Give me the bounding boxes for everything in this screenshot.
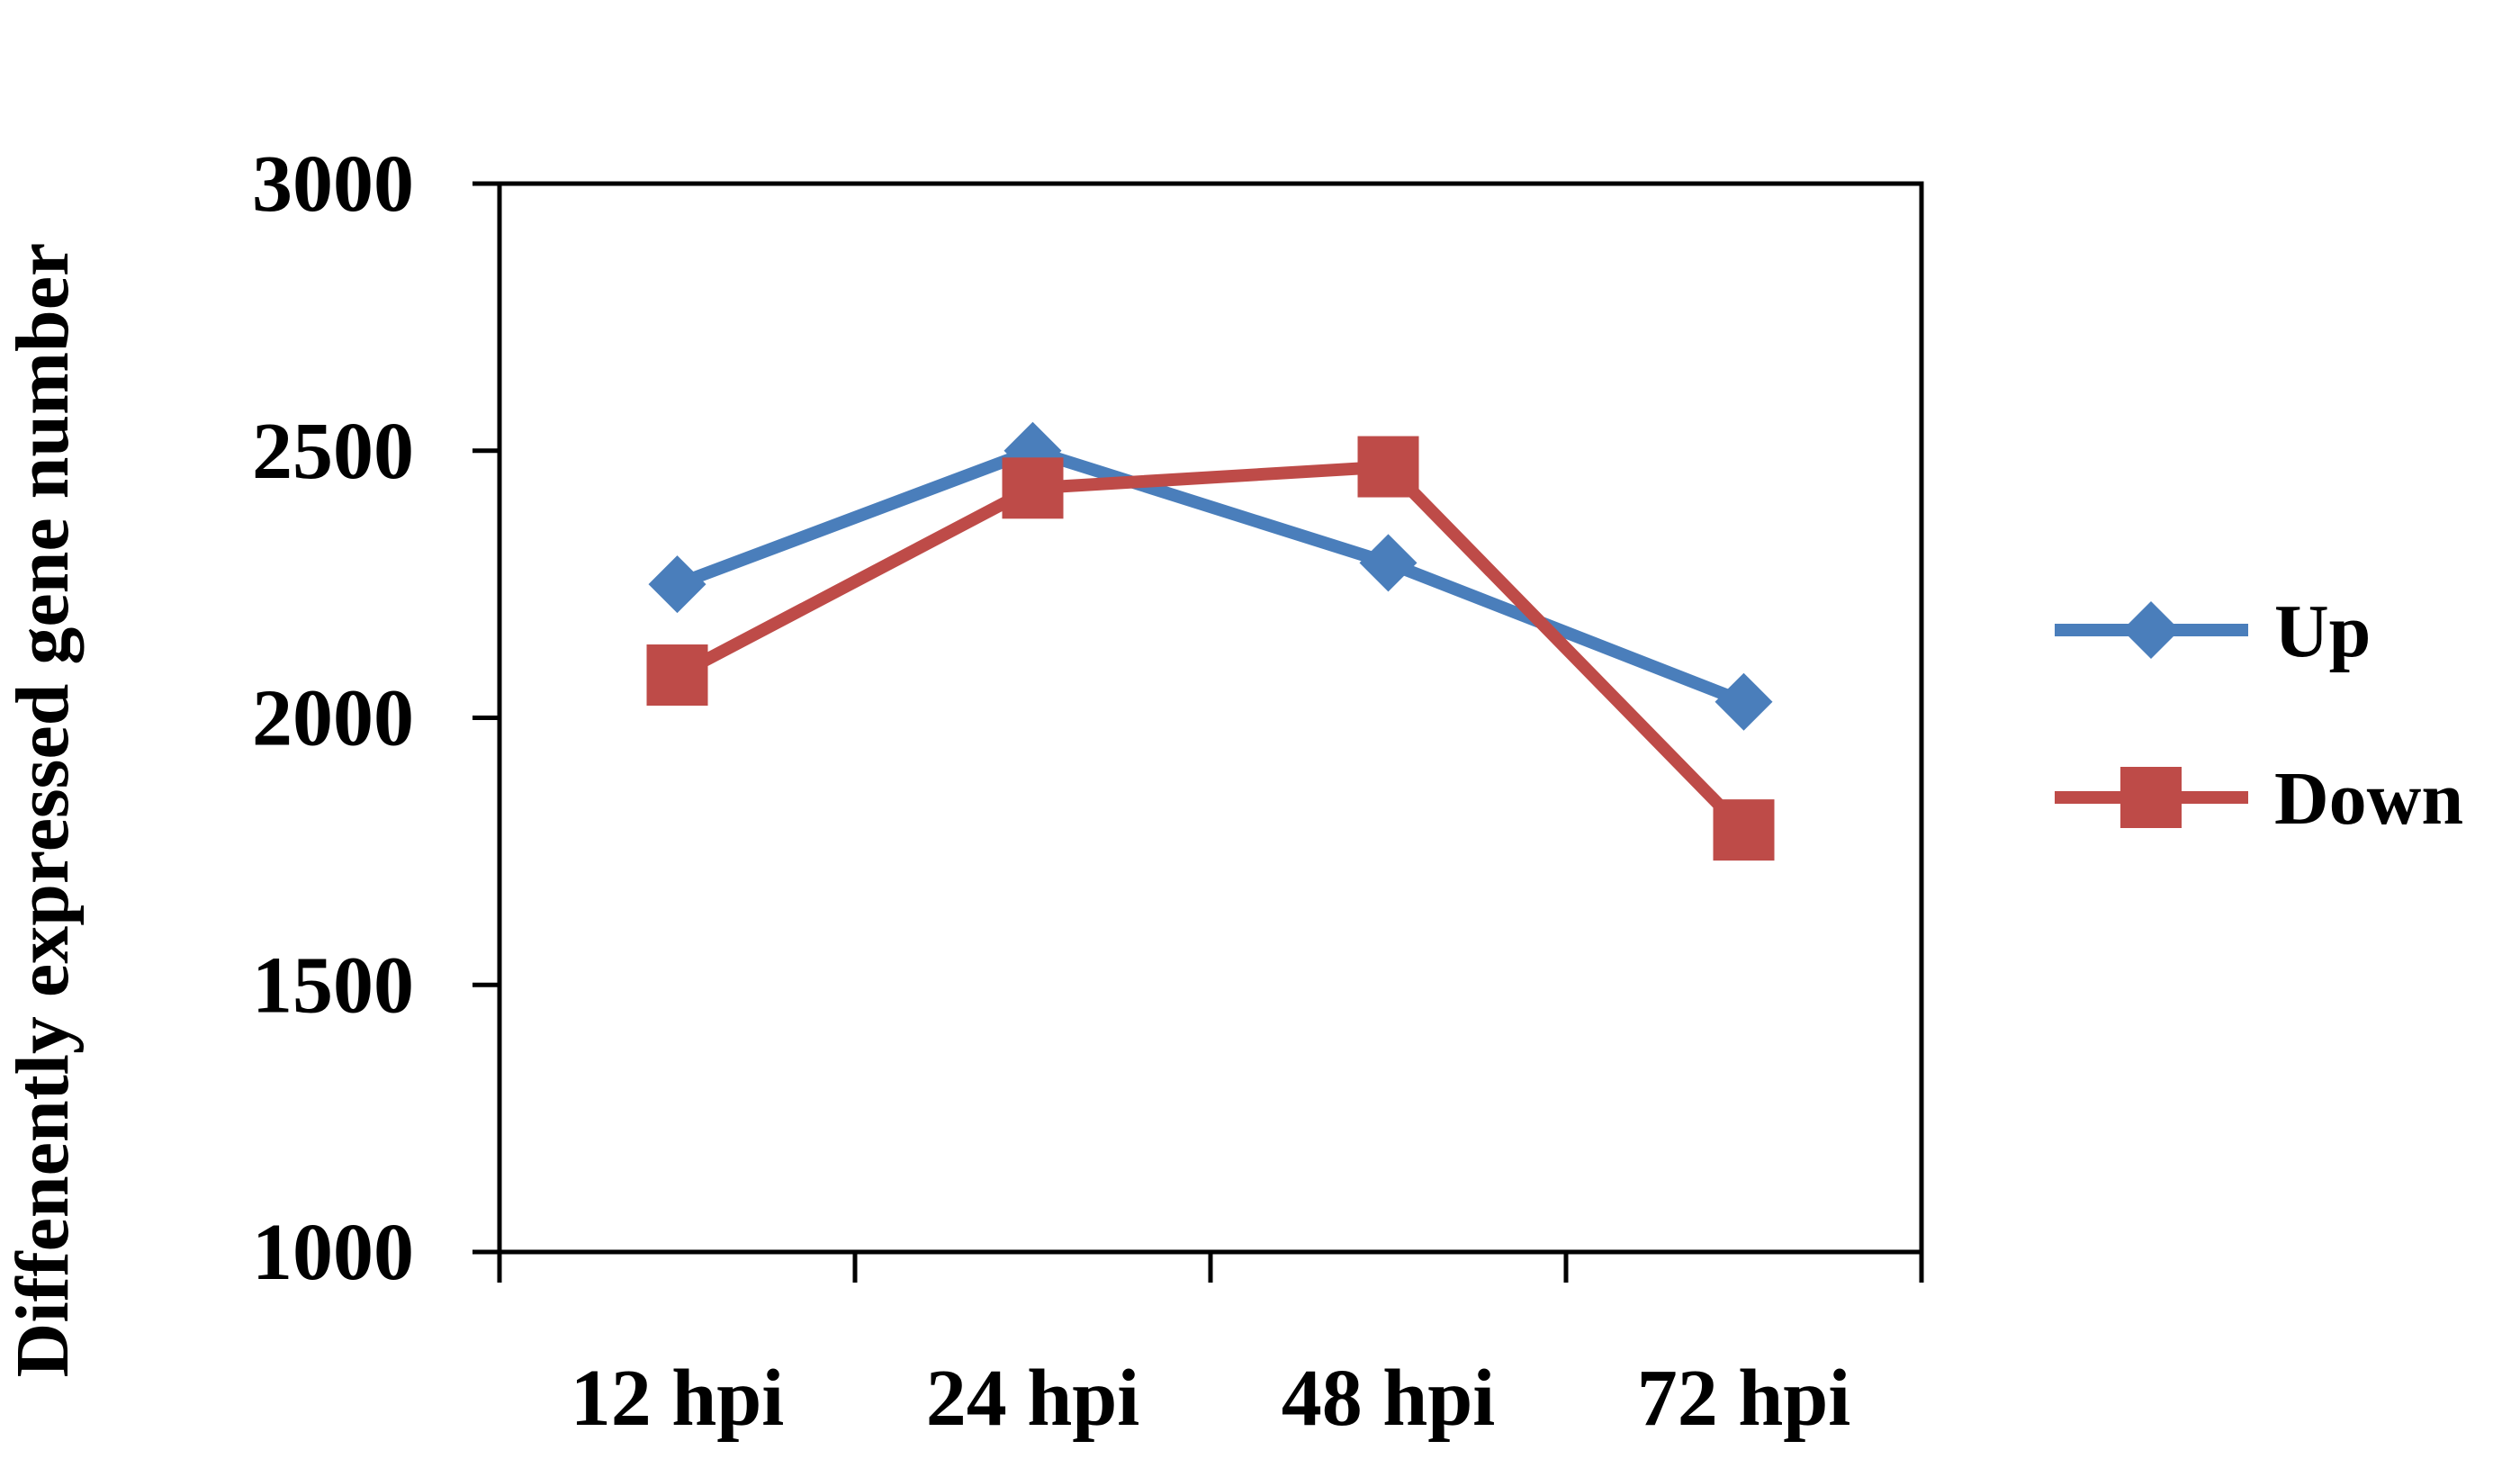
data-point-diamond <box>1359 534 1418 592</box>
data-point-diamond <box>648 555 706 614</box>
y-tick-label: 1000 <box>252 1208 414 1297</box>
data-point-square <box>1357 436 1419 498</box>
legend-label: Up <box>2274 590 2371 673</box>
data-point-diamond <box>2122 601 2180 659</box>
series-down <box>646 436 1775 861</box>
x-axis-ticks: 12 hpi 24 hpi 48 hpi 72 hpi <box>497 1252 1924 1443</box>
series-line <box>675 444 1747 708</box>
x-tick-label: 48 hpi <box>1282 1354 1496 1443</box>
data-point-square <box>1713 799 1775 861</box>
plot-area <box>497 181 1924 1255</box>
y-tick-label: 2500 <box>252 407 414 496</box>
y-tick-label: 2000 <box>252 674 414 763</box>
data-point-diamond <box>1714 672 1773 731</box>
legend-item-up: Up <box>2055 590 2371 673</box>
legend-item-down: Down <box>2055 757 2463 841</box>
series-layer <box>646 421 1775 861</box>
y-axis-ticks: 1000 1500 2000 2500 3000 <box>252 140 500 1297</box>
x-tick-label: 12 hpi <box>571 1354 785 1443</box>
x-tick-label: 24 hpi <box>926 1354 1140 1443</box>
legend-label: Down <box>2274 757 2463 841</box>
legend: Up Down <box>2055 590 2463 841</box>
data-point-square <box>646 644 708 707</box>
data-point-square <box>2120 767 2182 828</box>
y-axis-title: Diffenently expressed gene number <box>1 243 85 1378</box>
data-point-square <box>1002 457 1064 519</box>
series-line <box>674 460 1749 835</box>
y-tick-label: 3000 <box>252 140 414 229</box>
y-tick-label: 1500 <box>252 941 414 1030</box>
x-tick-label: 72 hpi <box>1637 1354 1851 1443</box>
